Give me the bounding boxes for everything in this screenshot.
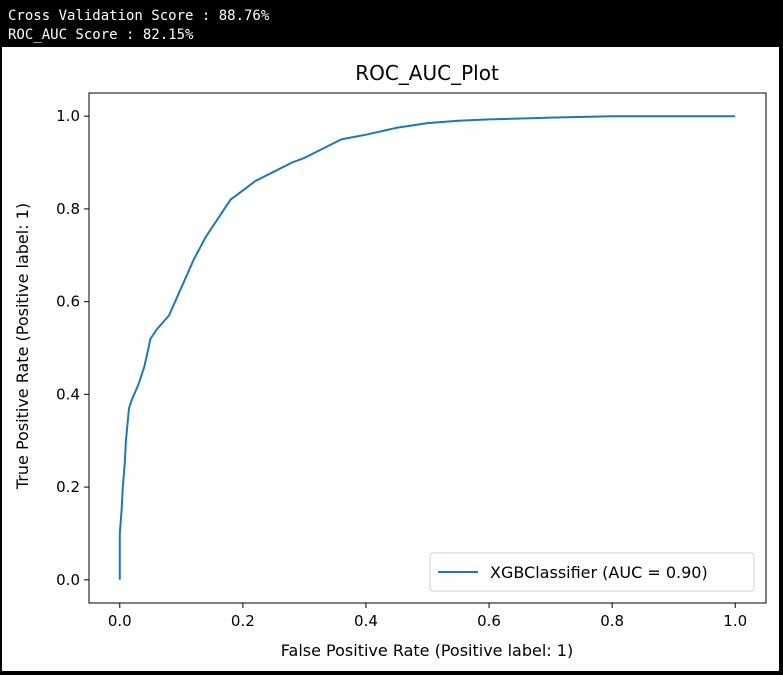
legend-box: [429, 552, 755, 592]
y-tick-label: 1.0: [56, 107, 80, 125]
x-tick-label: 0.6: [477, 612, 501, 630]
y-axis-label: True Positive Rate (Positive label: 1): [13, 203, 32, 490]
x-axis-label: False Positive Rate (Positive label: 1): [281, 641, 573, 660]
x-tick-label: 0.4: [354, 612, 378, 630]
roc-auc-score-text: ROC_AUC Score : 82.15%: [8, 27, 194, 43]
legend: XGBClassifier (AUC = 0.90): [429, 552, 755, 592]
series-layer: [118, 115, 736, 580]
legend-label: XGBClassifier (AUC = 0.90): [490, 563, 708, 582]
x-tick-label: 0.8: [600, 612, 624, 630]
console-output: Cross Validation Score : 88.76% ROC_AUC …: [0, 0, 783, 47]
x-tick-label: 1.0: [723, 612, 747, 630]
y-tick-label: 0.0: [56, 571, 80, 589]
x-tick-label: 0.2: [231, 612, 255, 630]
y-tick-label: 0.4: [56, 385, 80, 403]
y-tick-label: 0.2: [56, 478, 80, 496]
x-axis-ticks: 0.0 0.2 0.4 0.6 0.8 1.0: [108, 603, 747, 630]
axes-frame: [88, 92, 767, 604]
y-tick-label: 0.6: [56, 293, 80, 311]
y-axis-ticks: 0.0 0.2 0.4 0.6 0.8 1.0: [56, 107, 89, 589]
x-tick-label: 0.0: [108, 612, 132, 630]
y-tick-label: 0.8: [56, 200, 80, 218]
plot-figure: ROC_AUC_Plot 0.0 0.2 0.4 0.6 0.8 1.0 0.0 0.2 0.…: [2, 47, 779, 671]
roc-curve-line: [118, 115, 736, 580]
chart-title: ROC_AUC_Plot: [355, 61, 499, 85]
cross-validation-score-text: Cross Validation Score : 88.76%: [8, 8, 270, 24]
roc-auc-chart: ROC_AUC_Plot 0.0 0.2 0.4 0.6 0.8 1.0 0.00.20.…: [13, 61, 767, 660]
